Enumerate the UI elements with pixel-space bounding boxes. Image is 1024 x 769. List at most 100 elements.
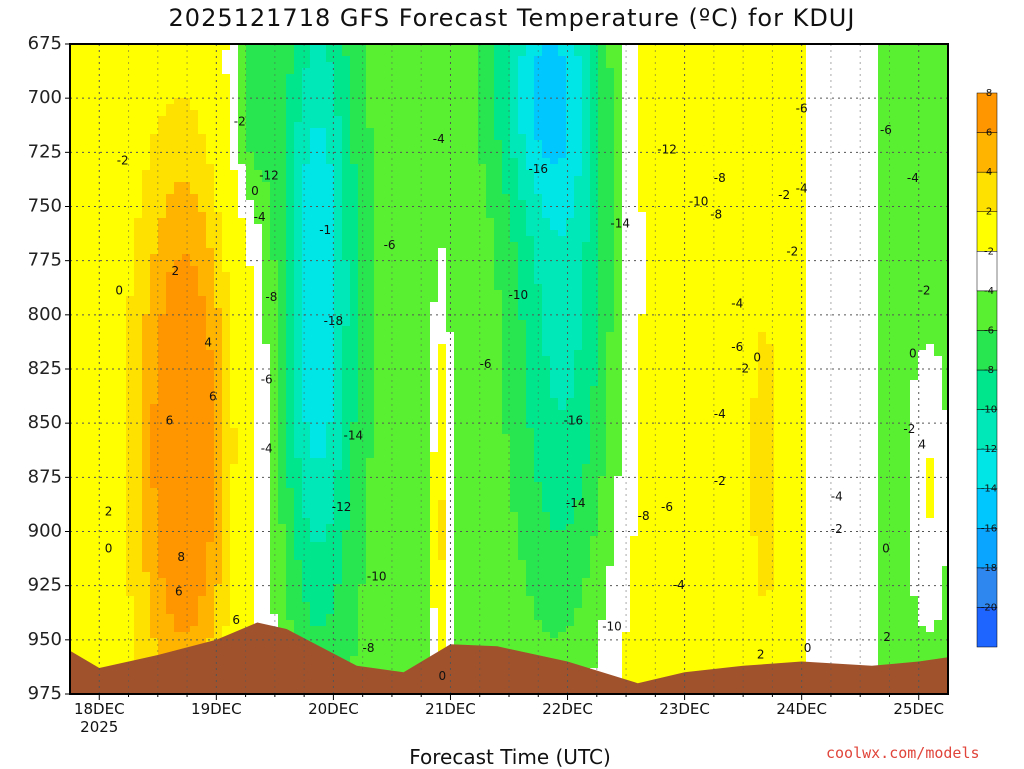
contour-label: -8 [265, 290, 277, 304]
contour-label: 6 [175, 585, 183, 599]
x-tick-sublabel: 2025 [80, 718, 118, 736]
contour-label: -6 [384, 238, 396, 252]
contour-label: -14 [566, 496, 586, 510]
colorbar-tick-label: -18 [981, 563, 997, 574]
colorbar-tick-label: -8 [984, 365, 994, 376]
y-tick-label: 675 [28, 33, 62, 54]
contour-label: -6 [661, 500, 673, 514]
contour-label: -6 [731, 340, 743, 354]
contour-label: 0 [438, 669, 446, 683]
contour-label: -4 [796, 182, 808, 196]
colorbar-tick-label: 4 [986, 167, 992, 178]
y-tick-label: 975 [28, 683, 62, 704]
contour-label: -2 [117, 154, 129, 168]
contour-label: -2 [778, 188, 790, 202]
y-tick-label: 900 [28, 521, 62, 542]
contour-label: -16 [564, 414, 584, 428]
contour-label: 0 [753, 351, 761, 365]
contour-label: 0 [251, 184, 259, 198]
contour-label: -8 [363, 641, 375, 655]
y-tick-label: 950 [28, 629, 62, 650]
contour-label: -8 [710, 208, 722, 222]
contour-label: -2 [903, 422, 915, 436]
colorbar-tick-label: -10 [981, 405, 997, 416]
contour-label: -4 [261, 442, 273, 456]
contour-label: -4 [254, 210, 266, 224]
contour-label: -10 [367, 570, 387, 584]
x-axis-title: Forecast Time (UTC) [360, 745, 660, 769]
contour-label: 0 [909, 346, 917, 360]
contour-label: -1 [319, 223, 331, 237]
contour-label: -8 [597, 708, 609, 722]
contour-label: -2 [831, 522, 843, 536]
contour-label: 2 [172, 264, 180, 278]
contour-label: -2 [714, 474, 726, 488]
colorbar-tick-label: -20 [981, 602, 997, 613]
contour-label: -6 [796, 102, 808, 116]
contour-label: -14 [343, 429, 363, 443]
y-tick-label: 875 [28, 466, 62, 487]
contour-label: -8 [638, 509, 650, 523]
y-tick-label: 700 [28, 87, 62, 108]
x-tick-label: 18DEC [74, 700, 125, 718]
contour-label: 6 [209, 390, 217, 404]
colorbar-tick-label: -6 [984, 325, 994, 336]
contour-label: -12 [332, 500, 352, 514]
contour-label: -10 [602, 619, 622, 633]
contour-label: -18 [324, 314, 344, 328]
contour-label: 0 [105, 541, 113, 555]
contour-label: 2 [883, 630, 891, 644]
contour-label: -6 [261, 372, 273, 386]
contour-label: 0 [115, 284, 123, 298]
x-tick-label: 19DEC [191, 700, 242, 718]
contour-label: -2 [234, 115, 246, 129]
colorbar-tick-label: -14 [981, 484, 997, 495]
contour-label: 0 [882, 541, 890, 555]
y-tick-label: 850 [28, 412, 62, 433]
contour-label: -10 [689, 195, 709, 209]
contour-label: 6 [232, 613, 240, 627]
x-tick-label: 22DEC [542, 700, 593, 718]
contour-label: -6 [480, 357, 492, 371]
contour-label: -4 [714, 407, 726, 421]
y-tick-label: 800 [28, 304, 62, 325]
source-credit: coolwx.com/models [826, 744, 980, 762]
contour-label: -16 [528, 162, 548, 176]
y-tick-label: 825 [28, 358, 62, 379]
contour-label: -4 [831, 489, 843, 503]
contour-label: -12 [259, 169, 279, 183]
y-tick-label: 925 [28, 575, 62, 596]
y-tick-label: 725 [28, 141, 62, 162]
contour-label: -6 [880, 123, 892, 137]
contour-label: -4 [907, 171, 919, 185]
colorbar-tick-label: -4 [984, 286, 994, 297]
contour-label: -2 [737, 362, 749, 376]
x-tick-label: 24DEC [776, 700, 827, 718]
plot-area: 0-22-2466208660-12-4-8-6-4-1-18-14-12-10… [70, 44, 951, 722]
contour-label: 4 [918, 437, 926, 451]
contour-label: -14 [610, 216, 630, 230]
contour-label: -12 [657, 143, 677, 157]
colorbar-tick-label: 2 [986, 207, 992, 218]
contour-label: -8 [714, 171, 726, 185]
colorbar-tick-label: 8 [986, 88, 992, 99]
contour-label: 0 [804, 641, 812, 655]
contour-label: -2 [919, 284, 931, 298]
contour-label: 6 [166, 414, 174, 428]
colorbar-tick-label: -2 [984, 246, 994, 257]
contour-label: 2 [105, 505, 113, 519]
contour-label: 4 [204, 336, 212, 350]
x-tick-label: 23DEC [659, 700, 710, 718]
x-tick-label: 20DEC [308, 700, 359, 718]
contour-label: -4 [433, 132, 445, 146]
contour-label: -4 [731, 297, 743, 311]
colorbar-tick-label: -12 [981, 444, 997, 455]
y-tick-label: 750 [28, 196, 62, 217]
x-tick-label: 25DEC [893, 700, 944, 718]
contour-label: 2 [757, 648, 765, 662]
colorbar-tick-label: 6 [986, 128, 992, 139]
contour-label: 8 [177, 550, 185, 564]
contour-label: -2 [786, 245, 798, 259]
contour-label: -4 [673, 578, 685, 592]
